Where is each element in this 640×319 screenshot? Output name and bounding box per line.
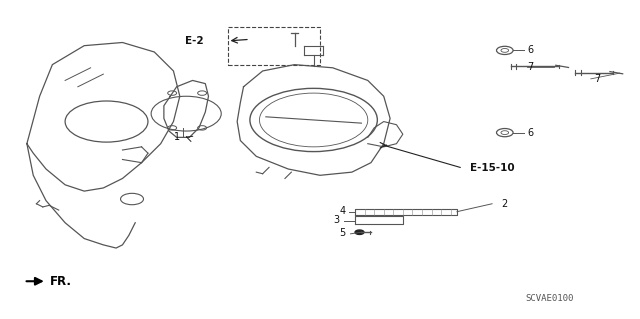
Text: 3: 3 [333,215,339,225]
Text: 1: 1 [173,132,180,142]
Text: SCVAE0100: SCVAE0100 [525,294,573,303]
Text: FR.: FR. [26,275,72,288]
Circle shape [355,230,364,234]
Bar [228,27,320,65]
Text: 7: 7 [527,62,533,72]
Text: 4: 4 [339,206,346,216]
Text: 2: 2 [502,199,508,209]
Text: E-2: E-2 [186,36,204,46]
Text: 5: 5 [339,228,346,238]
Text: 6: 6 [527,128,533,137]
Text: 6: 6 [527,45,533,56]
Text: 7: 7 [594,74,600,84]
Text: E-15-10: E-15-10 [470,163,515,173]
